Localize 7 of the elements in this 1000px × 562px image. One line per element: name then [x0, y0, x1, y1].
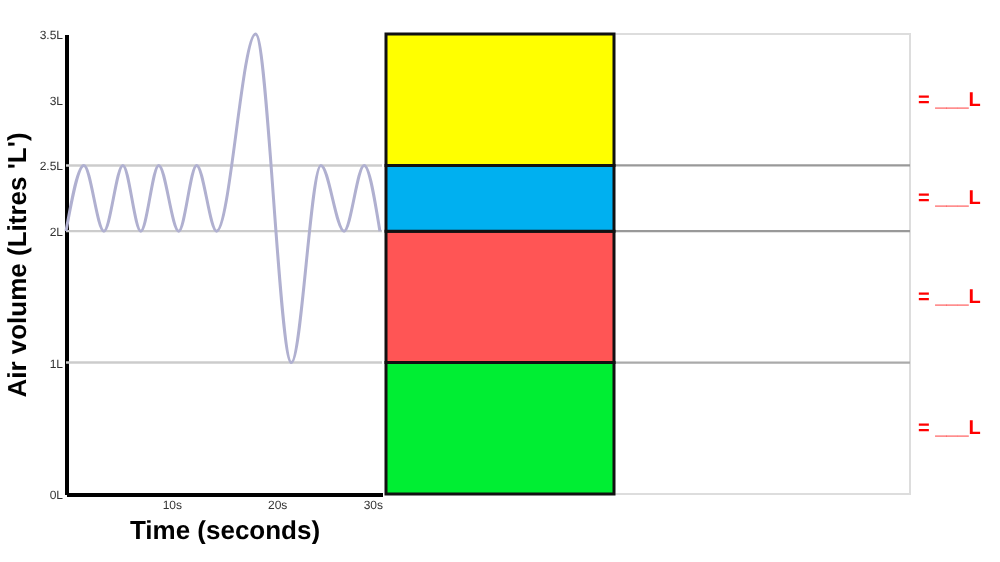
text: = ___L: [918, 286, 981, 309]
y-axis-title: Air volume (Litres 'L'): [1, 132, 32, 398]
line-series: [64, 32, 382, 365]
text: = ___L: [918, 188, 981, 211]
text: = ___L: [918, 89, 981, 112]
text: = ___L: [918, 418, 981, 441]
x-axis-title: Time (seconds): [129, 515, 321, 545]
